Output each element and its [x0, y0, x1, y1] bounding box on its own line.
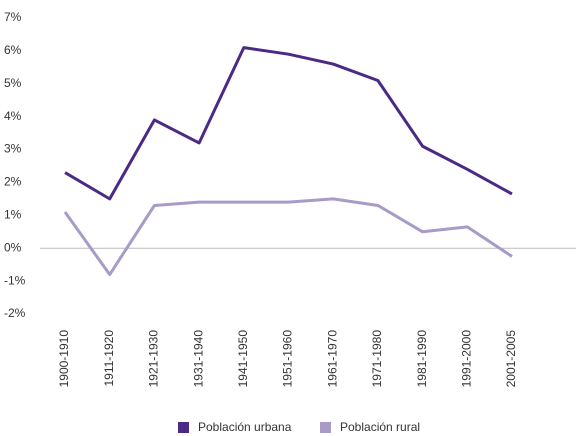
- x-tick-label: 1921-1930: [147, 330, 161, 388]
- legend-swatch: [320, 422, 331, 433]
- series-line: [64, 46, 513, 201]
- legend-label: Población urbana: [198, 420, 292, 434]
- y-tick-label: 5%: [4, 76, 22, 90]
- legend-label: Población rural: [340, 420, 420, 434]
- series-line: [63, 197, 513, 277]
- y-tick-label: 7%: [4, 10, 22, 24]
- x-tick-label: 1981-1990: [415, 330, 429, 388]
- y-tick-label: 3%: [4, 142, 22, 156]
- x-tick-label: 1951-1960: [281, 330, 295, 388]
- x-tick-label: 1961-1970: [325, 330, 339, 388]
- y-tick-label: -1%: [4, 273, 26, 287]
- y-tick-label: 4%: [4, 109, 22, 123]
- x-tick-label: 1991-2000: [459, 330, 473, 388]
- y-tick-label: 1%: [4, 208, 22, 222]
- y-tick-label: -2%: [4, 306, 26, 320]
- x-tick-label: 1900-1910: [57, 330, 71, 388]
- x-tick-label: 1931-1940: [191, 330, 205, 388]
- x-tick-label: 1941-1950: [236, 330, 250, 388]
- y-tick-label: 6%: [4, 43, 22, 57]
- x-tick-label: 2001-2005: [504, 330, 518, 388]
- y-tick-label: 2%: [4, 175, 22, 189]
- legend-swatch: [178, 422, 189, 433]
- x-tick-label: 1911-1920: [102, 330, 116, 387]
- x-tick-label: 1971-1980: [370, 330, 384, 388]
- y-tick-label: 0%: [4, 240, 22, 254]
